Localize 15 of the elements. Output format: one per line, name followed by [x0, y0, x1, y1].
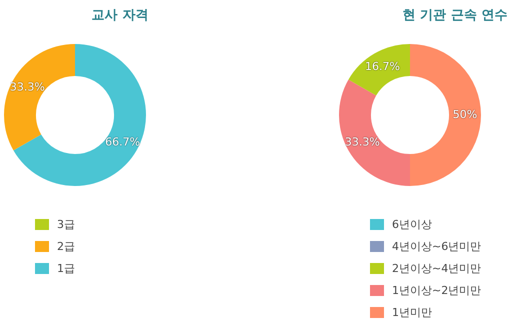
data-label: 33.3% [10, 80, 45, 94]
chart-title: 현 기관 근속 연수 [402, 7, 508, 24]
data-label: 66.7% [105, 135, 140, 148]
legend-label: 1년미만 [392, 304, 432, 320]
data-label: 50% [452, 108, 478, 121]
data-label: 16.7% [364, 60, 400, 74]
legend-label: 1년이상~2년미만 [392, 282, 482, 298]
legend-label: 3급 [57, 216, 75, 232]
legend-label: 1급 [57, 260, 75, 276]
legend-label: 2년이상~4년미만 [392, 260, 482, 276]
data-label: 33.3% [344, 135, 380, 148]
chart-title: 교사 자격 [90, 7, 150, 24]
legend-label: 6년이상 [392, 216, 432, 232]
legend-label: 2급 [57, 238, 75, 254]
legend-label: 4년이상~6년미만 [392, 238, 482, 254]
